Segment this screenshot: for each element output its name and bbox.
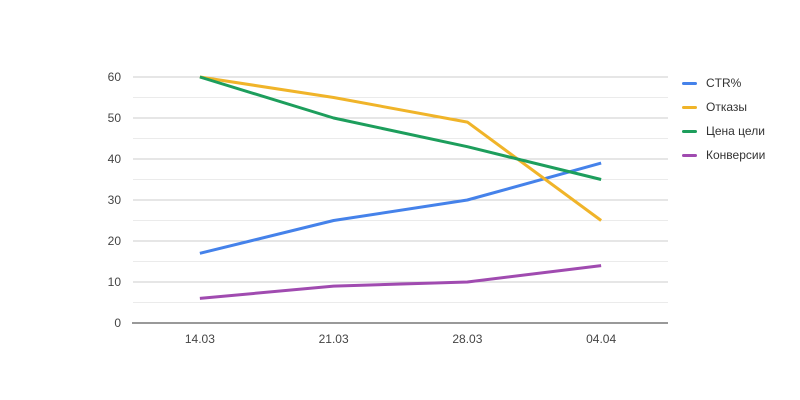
legend-item-2: Цена цели [682, 119, 765, 143]
series-line-2 [199, 75, 602, 181]
y-axis-tick-label: 30 [107, 193, 121, 207]
x-axis-tick-label: 21.03 [318, 332, 349, 346]
series-line-3 [199, 264, 602, 300]
legend-item-1: Отказы [682, 95, 765, 119]
legend-label: Отказы [706, 100, 748, 114]
legend-marker-icon [682, 105, 697, 109]
legend-item-0: CTR% [682, 71, 765, 95]
y-axis-tick-label: 0 [114, 316, 121, 330]
x-axis-tick-label: 28.03 [452, 332, 483, 346]
legend-label: CTR% [706, 76, 742, 90]
legend-label: Конверсии [706, 148, 766, 162]
y-axis-tick-label: 10 [107, 275, 121, 289]
y-axis-tick-label: 40 [107, 152, 121, 166]
x-axis-tick-label: 04.04 [586, 332, 617, 346]
y-axis-tick-label: 20 [107, 234, 121, 248]
x-axis-tick-label: 14.03 [184, 332, 215, 346]
legend-item-3: Конверсии [682, 143, 765, 167]
series-line-0 [199, 161, 602, 255]
legend-marker-icon [682, 153, 697, 157]
legend-marker-icon [682, 129, 697, 133]
legend-marker-icon [682, 81, 697, 85]
legend-label: Цена цели [706, 124, 765, 138]
y-axis-tick-label: 50 [107, 111, 121, 125]
y-axis-tick-label: 60 [107, 70, 121, 84]
series-line-1 [199, 75, 603, 222]
legend: CTR% Отказы Цена цели Конверсии [682, 71, 765, 167]
